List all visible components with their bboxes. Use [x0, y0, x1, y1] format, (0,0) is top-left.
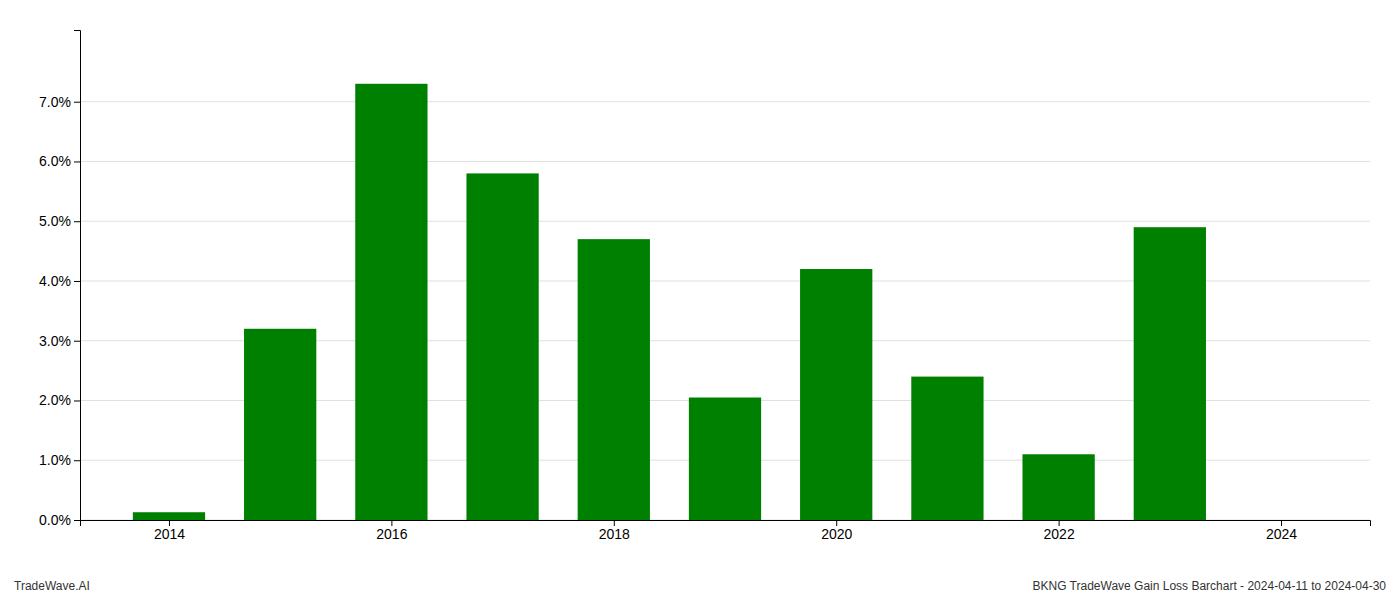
- grid-line: [80, 101, 1370, 102]
- bar: [911, 377, 983, 520]
- x-axis: 2014 2016 2018 2020 2022 2024: [81, 520, 1371, 542]
- x-tick-label: 2016: [376, 526, 407, 542]
- bar: [578, 239, 650, 520]
- y-tick: 1.0%: [39, 452, 80, 468]
- x-tick-label: 2020: [821, 526, 852, 542]
- grid-line: [80, 221, 1370, 222]
- y-tick-label: 5.0%: [39, 213, 71, 229]
- bar: [244, 329, 316, 520]
- y-tick: 0.0%: [39, 512, 80, 528]
- y-tick: 5.0%: [39, 213, 80, 229]
- footer-right: BKNG TradeWave Gain Loss Barchart - 2024…: [1032, 579, 1386, 593]
- grid-line: [80, 161, 1370, 162]
- bar: [133, 512, 205, 520]
- bar: [355, 84, 427, 520]
- x-tick: 2014: [154, 520, 185, 542]
- y-tick-label: 1.0%: [39, 452, 71, 468]
- y-tick: 2.0%: [39, 392, 80, 408]
- y-tick-mark: [74, 102, 80, 103]
- y-tick-mark: [74, 400, 80, 401]
- chart: 0.0% 1.0% 2.0% 3.0% 4.0% 5.0% 6.0% 7.0% 2014 2016…: [0, 0, 1400, 600]
- y-tick-label: 6.0%: [39, 153, 71, 169]
- bars: [133, 84, 1206, 520]
- y-tick-mark: [74, 161, 80, 162]
- y-tick: 4.0%: [39, 273, 80, 289]
- y-tick: 7.0%: [39, 94, 80, 110]
- y-tick-mark: [74, 520, 80, 521]
- x-tick: 2024: [1266, 520, 1297, 542]
- y-tick-label: 2.0%: [39, 392, 71, 408]
- bar: [1245, 520, 1317, 521]
- plot: 0.0% 1.0% 2.0% 3.0% 4.0% 5.0% 6.0% 7.0% 2014 2016…: [39, 31, 1370, 542]
- y-tick-label: 7.0%: [39, 94, 71, 110]
- x-tick: 2016: [376, 520, 407, 542]
- y-axis-line: [74, 31, 81, 521]
- y-tick: 6.0%: [39, 153, 80, 169]
- footer-left: TradeWave.AI: [14, 579, 90, 593]
- x-tick: 2022: [1044, 520, 1075, 542]
- x-tick-label: 2014: [154, 526, 185, 542]
- bar: [1134, 227, 1206, 520]
- bar: [689, 398, 761, 521]
- x-tick-label: 2022: [1044, 526, 1075, 542]
- y-tick-mark: [74, 341, 80, 342]
- y-tick-label: 3.0%: [39, 333, 71, 349]
- bar: [800, 269, 872, 520]
- x-axis-line: [81, 521, 1371, 527]
- x-tick: 2020: [821, 520, 852, 542]
- y-tick-mark: [74, 460, 80, 461]
- bar: [466, 173, 538, 520]
- y-tick-label: 0.0%: [39, 512, 71, 528]
- y-axis: 0.0% 1.0% 2.0% 3.0% 4.0% 5.0% 6.0% 7.0%: [39, 31, 80, 528]
- y-tick-mark: [74, 281, 80, 282]
- y-tick: 3.0%: [39, 333, 80, 349]
- y-tick-label: 4.0%: [39, 273, 71, 289]
- x-tick-label: 2018: [599, 526, 630, 542]
- bar: [1022, 454, 1094, 520]
- x-tick-label: 2024: [1266, 526, 1297, 542]
- grid: [80, 102, 1370, 520]
- x-tick: 2018: [599, 520, 630, 542]
- y-tick-mark: [74, 221, 80, 222]
